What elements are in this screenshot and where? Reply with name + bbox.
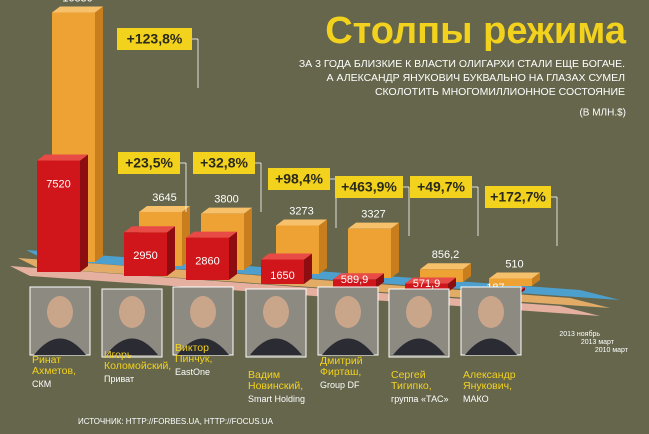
bar-top <box>333 273 384 280</box>
bar-side <box>376 273 384 288</box>
bar-side <box>319 219 327 274</box>
person-name: Дмитрий Фирташ, <box>320 355 363 378</box>
bar-top <box>405 277 456 284</box>
growth-label: +32,8% <box>200 155 248 171</box>
bar-top <box>276 219 327 226</box>
bar-side <box>95 6 103 262</box>
growth-box <box>410 176 472 198</box>
photo-suit <box>177 338 229 355</box>
photo-head <box>47 296 73 328</box>
person-name: Виктор Пинчук, <box>175 342 213 365</box>
growth-box <box>485 186 551 208</box>
growth-label: +123,8% <box>127 31 183 47</box>
bar-side <box>244 207 252 270</box>
subtitle-line: СКОЛОТИТЬ МНОГОМИЛЛИОННОЕ СОСТОЯНИЕ <box>374 86 625 98</box>
growth-label: +98,4% <box>275 171 323 187</box>
value-label: 571,9 <box>413 278 441 290</box>
unit-note: (В МЛН.$) <box>579 108 626 119</box>
person-name: Александр Янукович, <box>463 369 516 392</box>
company: СКМ <box>32 379 52 389</box>
growth-box <box>117 28 192 50</box>
subtitle-line: А АЛЕКСАНДР ЯНУКОВИЧ БУКВАЛЬНО НА ГЛАЗАХ… <box>326 72 625 84</box>
growth-box <box>268 168 330 190</box>
photo-suit <box>393 338 445 355</box>
bar-top <box>52 6 103 13</box>
bar-top <box>186 231 237 238</box>
value-label: 7520 <box>46 178 70 190</box>
bar <box>333 279 376 288</box>
person-name: Ринат Ахметов, <box>32 354 76 377</box>
bar-side <box>532 272 540 286</box>
photo-suit <box>465 338 517 355</box>
photo-head <box>190 296 216 328</box>
value-label: 1650 <box>270 270 294 282</box>
value-label: 3327 <box>361 209 385 221</box>
bar <box>124 232 167 276</box>
bar <box>37 160 80 272</box>
value-label: 2860 <box>195 256 219 268</box>
growth-label: +463,9% <box>341 179 397 195</box>
person-name: Игорь Коломойский, <box>104 349 172 372</box>
growth-label: +49,7% <box>417 179 465 195</box>
bar-top <box>201 207 252 214</box>
value-label: 589,9 <box>341 274 369 286</box>
photo-suit <box>250 338 302 355</box>
source: ИСТОЧНИК: HTTP://FORBES.UA, HTTP://FOCUS… <box>78 417 274 426</box>
bar-top <box>124 226 175 233</box>
company: МАКО <box>463 394 489 404</box>
growth-box <box>193 152 255 174</box>
bar <box>261 259 304 284</box>
growth-box <box>118 152 180 174</box>
photo-suit <box>322 338 374 355</box>
ribbon-label: 2013 ноябрь <box>559 330 600 338</box>
bar-side <box>80 154 88 272</box>
company: группа «ТАС» <box>391 394 449 404</box>
growth-label: +172,7% <box>490 189 546 205</box>
photo-head <box>335 296 361 328</box>
growth-box <box>335 176 403 198</box>
bar-side <box>167 226 175 276</box>
bar-top <box>139 205 190 212</box>
photo-suit <box>34 338 86 355</box>
value-label: 16830 <box>62 0 93 4</box>
value-label: 3645 <box>152 192 176 204</box>
bar <box>186 237 229 280</box>
ribbon-label: 2013 март <box>581 339 615 346</box>
value-label: 856,2 <box>432 249 460 261</box>
bar-top <box>420 263 471 270</box>
person-name: Вадим Новинский, <box>248 369 304 392</box>
company: Приват <box>104 374 135 384</box>
bar-top <box>37 154 88 161</box>
value-label: 510 <box>505 258 523 270</box>
ribbon-label: 2010 март <box>595 347 629 354</box>
bar <box>405 283 448 292</box>
bar-top <box>489 272 540 279</box>
bar-top <box>348 222 399 229</box>
bar-side <box>448 277 456 292</box>
bar <box>489 278 532 286</box>
person-name: Сергей Тигипко, <box>391 369 432 392</box>
subtitle-line: ЗА 3 ГОДА БЛИЗКИЕ К ВЛАСТИ ОЛИГАРХИ СТАЛ… <box>298 58 625 70</box>
photo-head <box>263 296 289 328</box>
bar-top <box>261 253 312 260</box>
bar-side <box>304 253 312 284</box>
company: Smart Holding <box>248 394 306 404</box>
bar-side <box>391 222 399 278</box>
growth-label: +23,5% <box>125 155 173 171</box>
bar <box>348 228 391 278</box>
bar-side <box>463 263 471 282</box>
photo-head <box>406 296 432 328</box>
value-label: 3800 <box>214 194 238 206</box>
photo-head <box>478 296 504 328</box>
photo-head <box>119 296 145 328</box>
value-label: 2950 <box>133 250 157 262</box>
company: Group DF <box>320 380 360 390</box>
bar-side <box>229 231 237 280</box>
value-label: 3273 <box>289 205 313 217</box>
photo-suit <box>106 338 158 355</box>
chart-title: Столпы режима <box>325 10 627 52</box>
company: EastOne <box>175 367 211 377</box>
